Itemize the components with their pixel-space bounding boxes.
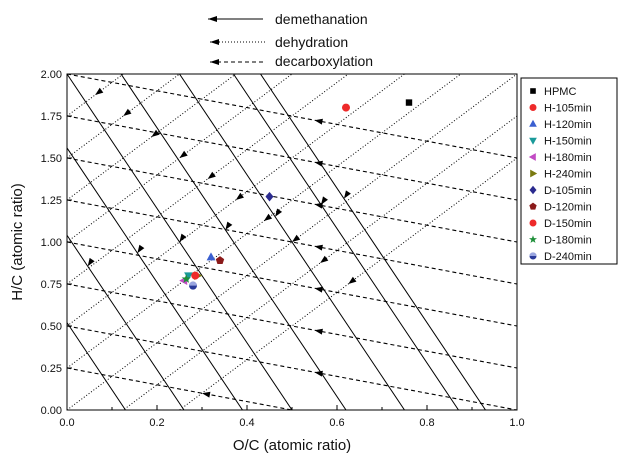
x-tick-label: 0.6 xyxy=(329,417,344,429)
legend-label: D-105min xyxy=(544,185,592,197)
legend-label: H-105min xyxy=(544,103,592,115)
legend-label: HPMC xyxy=(544,86,576,98)
y-tick-label: 1.25 xyxy=(41,195,62,207)
y-tick-label: 0.50 xyxy=(41,321,62,333)
data-point-d-150min xyxy=(191,272,199,280)
y-tick-label: 1.75 xyxy=(41,111,62,123)
legend-label: D-240min xyxy=(544,251,592,263)
legend-label-demethanation: demethanation xyxy=(275,11,368,27)
x-tick-label: 0.4 xyxy=(239,417,254,429)
y-tick-label: 0.75 xyxy=(41,279,62,291)
legend-marker-d-150min xyxy=(530,220,537,227)
legend-label: D-120min xyxy=(544,202,592,214)
legend-label: D-150min xyxy=(544,218,592,230)
y-tick-label: 1.50 xyxy=(41,153,62,165)
data-point-d-240min xyxy=(189,282,197,290)
legend-label-dehydration: dehydration xyxy=(275,34,348,50)
data-point-hpmc xyxy=(406,99,412,105)
y-axis-title: H/C (atomic ratio) xyxy=(9,183,26,301)
legend-label: H-120min xyxy=(544,119,592,131)
x-axis-title: O/C (atomic ratio) xyxy=(233,437,351,454)
y-tick-label: 0.25 xyxy=(41,363,62,375)
legend-label-decarboxylation: decarboxylation xyxy=(275,53,373,69)
x-tick-label: 1.0 xyxy=(509,417,524,429)
legend-label: H-240min xyxy=(544,169,592,181)
y-tick-label: 2.00 xyxy=(41,69,62,81)
legend-marker-hpmc xyxy=(530,88,536,94)
y-tick-label: 0.00 xyxy=(41,405,62,417)
x-tick-label: 0.2 xyxy=(149,417,164,429)
data-point-h-105min xyxy=(342,104,350,112)
legend-label: H-180min xyxy=(544,152,592,164)
y-tick-label: 1.00 xyxy=(41,237,62,249)
x-tick-label: 0.0 xyxy=(59,417,74,429)
legend-label: H-150min xyxy=(544,136,592,148)
legend-marker-d-240min xyxy=(530,253,537,260)
legend-marker-h-105min xyxy=(530,104,537,111)
legend-label: D-180min xyxy=(544,235,592,247)
x-tick-label: 0.8 xyxy=(419,417,434,429)
